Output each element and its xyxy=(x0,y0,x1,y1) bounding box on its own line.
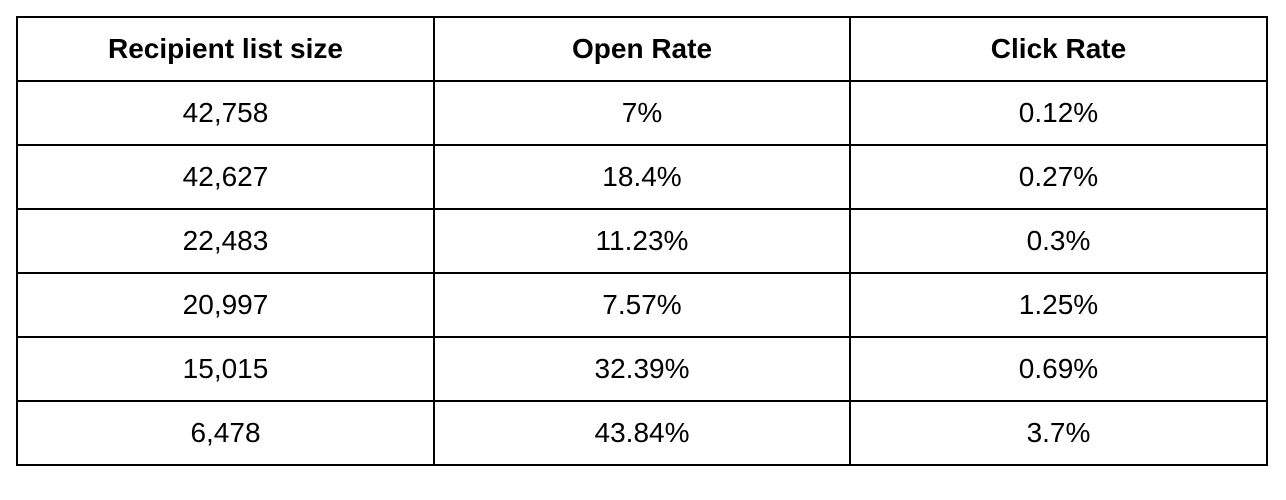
table-header-row: Recipient list size Open Rate Click Rate xyxy=(16,16,1268,82)
cell-click-rate: 0.27% xyxy=(849,144,1268,210)
data-table-container: Recipient list size Open Rate Click Rate… xyxy=(16,16,1268,466)
cell-click-rate: 3.7% xyxy=(849,400,1268,466)
cell-recipient-list-size: 15,015 xyxy=(16,336,435,402)
table-row: 20,997 7.57% 1.25% xyxy=(16,272,1268,338)
cell-open-rate: 11.23% xyxy=(433,208,851,274)
table-row: 42,758 7% 0.12% xyxy=(16,80,1268,146)
cell-click-rate: 0.3% xyxy=(849,208,1268,274)
cell-recipient-list-size: 42,627 xyxy=(16,144,435,210)
column-header-recipient-list-size: Recipient list size xyxy=(16,16,435,82)
column-header-click-rate: Click Rate xyxy=(849,16,1268,82)
cell-open-rate: 7.57% xyxy=(433,272,851,338)
cell-click-rate: 1.25% xyxy=(849,272,1268,338)
cell-open-rate: 43.84% xyxy=(433,400,851,466)
table-row: 6,478 43.84% 3.7% xyxy=(16,400,1268,466)
table-row: 42,627 18.4% 0.27% xyxy=(16,144,1268,210)
cell-open-rate: 18.4% xyxy=(433,144,851,210)
cell-click-rate: 0.12% xyxy=(849,80,1268,146)
cell-recipient-list-size: 42,758 xyxy=(16,80,435,146)
cell-open-rate: 7% xyxy=(433,80,851,146)
table-row: 15,015 32.39% 0.69% xyxy=(16,336,1268,402)
email-stats-table: Recipient list size Open Rate Click Rate… xyxy=(16,16,1268,466)
cell-click-rate: 0.69% xyxy=(849,336,1268,402)
table-row: 22,483 11.23% 0.3% xyxy=(16,208,1268,274)
cell-recipient-list-size: 20,997 xyxy=(16,272,435,338)
cell-recipient-list-size: 22,483 xyxy=(16,208,435,274)
column-header-open-rate: Open Rate xyxy=(433,16,851,82)
cell-recipient-list-size: 6,478 xyxy=(16,400,435,466)
cell-open-rate: 32.39% xyxy=(433,336,851,402)
